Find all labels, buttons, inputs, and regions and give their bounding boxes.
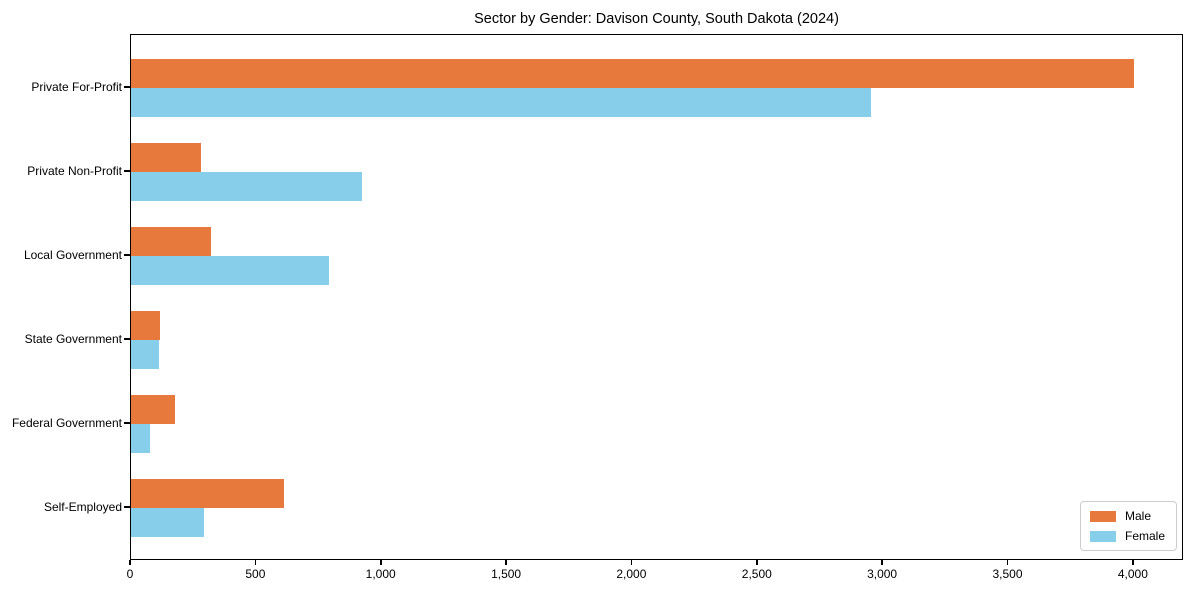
y-axis-label-private-non-profit: Private Non-Profit (27, 164, 122, 178)
y-axis-tick (124, 422, 130, 424)
y-axis-label-self-employed: Self-Employed (43, 500, 122, 514)
bar-male-federal-government (131, 395, 175, 424)
chart-title: Sector by Gender: Davison County, South … (474, 11, 839, 27)
x-axis-tick-label-500: 500 (245, 567, 266, 581)
y-axis-tick (124, 86, 130, 88)
bar-female-self-employed (131, 508, 204, 537)
bar-female-private-for-profit (131, 88, 871, 117)
bar-male-private-non-profit (131, 143, 202, 172)
y-axis-label-private-for-profit: Private For-Profit (31, 80, 122, 94)
bar-female-state-government (131, 340, 159, 369)
x-axis-tick (1006, 560, 1009, 565)
bar-female-local-government (131, 256, 330, 285)
x-axis-tick-label-1-500: 1,500 (491, 567, 522, 581)
x-axis-tick (254, 560, 257, 565)
x-axis-tick (1132, 560, 1134, 565)
x-axis-tick-label-2-000: 2,000 (616, 567, 647, 581)
legend-label-male: Male (1124, 509, 1151, 523)
bar-male-state-government (131, 311, 160, 340)
bar-male-local-government (131, 227, 212, 256)
x-axis-tick (380, 560, 382, 565)
legend-item-female: Female (1089, 529, 1165, 543)
x-axis-tick (630, 560, 633, 565)
y-axis-tick (124, 254, 130, 256)
x-axis-tick-label-3-500: 3,500 (992, 567, 1023, 581)
plot-area: Male Female (130, 34, 1183, 560)
y-axis-tick (124, 170, 130, 172)
x-axis-tick-label-0: 0 (126, 567, 134, 581)
x-axis-tick (756, 560, 758, 565)
legend-label-female: Female (1124, 529, 1165, 543)
legend: Male Female (1079, 501, 1177, 551)
x-axis-tick-label-4-000: 4,000 (1117, 567, 1148, 581)
y-axis-label-local-government: Local Government (23, 248, 122, 262)
bar-female-federal-government (131, 424, 150, 453)
legend-swatch-female (1089, 530, 1116, 542)
x-axis-tick-label-1-000: 1,000 (365, 567, 396, 581)
x-axis-tick (881, 560, 883, 565)
x-axis-tick (505, 560, 507, 565)
y-axis-tick (124, 338, 130, 340)
legend-swatch-male (1089, 510, 1116, 522)
x-axis-tick (129, 560, 131, 565)
y-axis-label-state-government: State Government (24, 332, 122, 346)
bar-male-private-for-profit (131, 59, 1134, 88)
bar-female-private-non-profit (131, 172, 362, 201)
y-axis-tick (124, 506, 130, 508)
y-axis-label-federal-government: Federal Government (11, 416, 122, 430)
bar-male-self-employed (131, 479, 284, 508)
legend-item-male: Male (1089, 509, 1165, 523)
x-axis-tick-label-3-000: 3,000 (867, 567, 898, 581)
x-axis-tick-label-2-500: 2,500 (741, 567, 772, 581)
